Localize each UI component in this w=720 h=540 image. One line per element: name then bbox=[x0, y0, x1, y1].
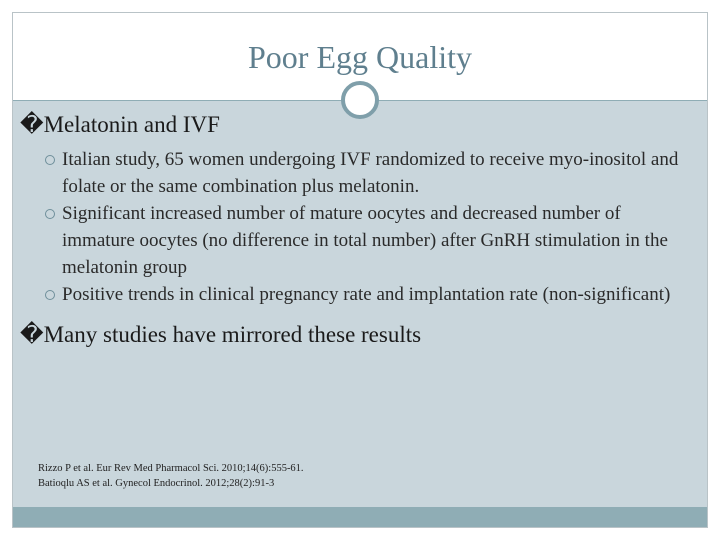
reference: Batioqlu AS et al. Gynecol Endocrinol. 2… bbox=[38, 478, 275, 489]
sub-bullet: Significant increased number of mature o… bbox=[20, 200, 690, 281]
bullet: �Melatonin and IVF bbox=[20, 112, 220, 137]
frame: Poor Egg Quality bbox=[12, 12, 708, 528]
reference: Rizzo P et al. Eur Rev Med Pharmacol Sci… bbox=[38, 463, 304, 474]
content: �Melatonin and IVF Italian study, 65 wome… bbox=[20, 110, 690, 356]
bullet: �Many studies have mirrored these result… bbox=[20, 322, 422, 347]
body-panel bbox=[13, 101, 707, 507]
sub-bullet: Positive trends in clinical pregnancy ra… bbox=[20, 281, 690, 308]
sub-bullet: Italian study, 65 women undergoing IVF r… bbox=[20, 146, 690, 200]
title: Poor Egg Quality bbox=[248, 39, 472, 75]
sub-list: Italian study, 65 women undergoing IVF r… bbox=[20, 146, 690, 308]
ring-ornament bbox=[341, 81, 379, 119]
references: Rizzo P et al. Eur Rev Med Pharmacol Sci… bbox=[38, 461, 304, 491]
footer-bar bbox=[13, 507, 707, 527]
